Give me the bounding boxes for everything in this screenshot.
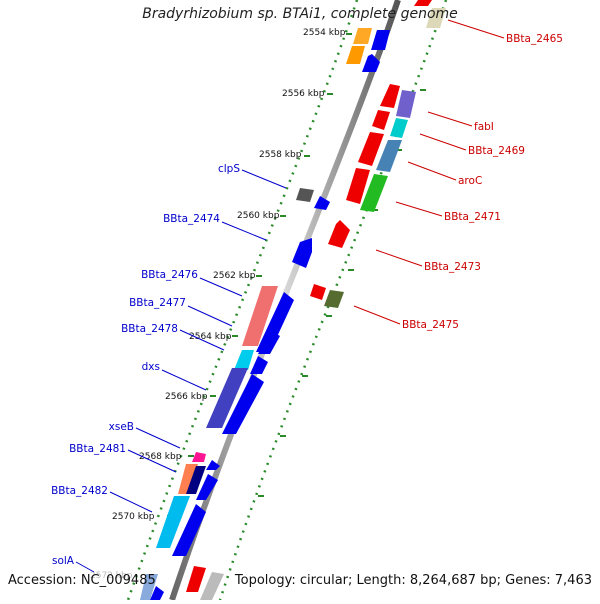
gene-label-BBta_2476[interactable]: BBta_2476 [141,269,198,281]
gene-label-clpS[interactable]: clpS [218,163,240,175]
right-leader-lines [353,19,505,325]
left-leader-lines [75,169,287,573]
kbp-label: 2572 kbp [90,571,133,581]
gene-arrow[interactable] [242,286,278,346]
gene-label-aroC[interactable]: aroC [458,175,482,187]
gene-label-BBta_2471[interactable]: BBta_2471 [444,211,501,223]
gene-arrow[interactable] [324,290,344,308]
gene-arrow[interactable] [396,90,416,118]
gene-label-dxs[interactable]: dxs [142,361,160,373]
gene-arrow[interactable] [362,54,380,72]
kbp-label: 2570 kbp [112,512,155,522]
gene-label-BBta_2481[interactable]: BBta_2481 [69,443,126,455]
gene-arrow[interactable] [186,566,206,592]
gene-arrow[interactable] [296,188,314,202]
left-dotted-guide [126,0,359,601]
leader-line [427,111,473,127]
gene-label-fabI[interactable]: fabI [474,121,494,133]
leader-line [187,305,233,327]
gene-arrow[interactable] [358,132,384,166]
left-gene-labels: clpS BBta_2474 BBta_2476 BBta_2477 BBta_… [51,163,240,567]
gene-arrow[interactable] [346,46,365,64]
gene-arrow[interactable] [414,0,432,6]
right-gene-labels: BBta_2465 fabI BBta_2469 aroC BBta_2471 … [402,33,563,331]
kbp-label: 2554 kbp [303,28,346,38]
gene-arrow[interactable] [206,460,220,470]
kbp-label: 2564 kbp [189,332,232,342]
gene-arrow[interactable] [360,174,388,212]
right-strand-genes [186,0,446,600]
gene-label-solA[interactable]: solA [52,555,75,567]
gene-arrow[interactable] [206,368,248,428]
gene-arrow[interactable] [250,356,268,374]
gene-arrow[interactable] [196,474,218,500]
gene-arrow[interactable] [390,118,408,138]
leader-line [199,277,243,297]
leader-line [375,249,423,267]
left-strand-genes [140,28,390,600]
genome-backbone [169,0,401,601]
gene-label-BBta_2474[interactable]: BBta_2474 [163,213,220,225]
leader-line [109,491,153,513]
leader-line [221,221,267,241]
gene-arrow[interactable] [328,220,350,248]
leader-line [127,449,177,473]
leader-line [75,561,95,573]
genome-title: Bradyrhizobium sp. BTAi1, complete genom… [142,6,458,22]
gene-label-BBta_2473[interactable]: BBta_2473 [424,261,481,273]
kbp-label: 2558 kbp [259,150,302,160]
leader-line [241,169,287,189]
kbp-label: 2568 kbp [139,452,182,462]
gene-arrow[interactable] [186,466,206,494]
gene-arrow[interactable] [156,496,190,548]
kbp-label: 2556 kbp [282,89,325,99]
kbp-label: 2560 kbp [237,211,280,221]
genome-info-text: Topology: circular; Length: 8,264,687 bp… [234,573,592,588]
gene-arrow[interactable] [178,464,198,494]
kbp-label: 2566 kbp [165,392,208,402]
leader-line [395,201,443,217]
gene-label-xseB[interactable]: xseB [109,421,134,433]
gene-arrow[interactable] [310,284,326,300]
gene-arrow[interactable] [256,292,294,352]
gene-arrow[interactable] [192,452,206,462]
gene-label-BBta_2475[interactable]: BBta_2475 [402,319,459,331]
leader-line [447,19,505,39]
gene-arrow[interactable] [172,504,206,556]
leader-line [135,427,181,449]
gene-arrow[interactable] [376,140,402,172]
gene-arrow[interactable] [353,28,372,44]
gene-label-BBta_2469[interactable]: BBta_2469 [468,145,525,157]
gene-arrow[interactable] [314,196,330,210]
gene-label-BBta_2478[interactable]: BBta_2478 [121,323,178,335]
gene-arrow[interactable] [222,374,264,434]
gene-arrow[interactable] [292,238,312,268]
gene-arrow[interactable] [234,350,254,370]
leader-line [419,133,467,151]
gene-arrow[interactable] [150,586,164,600]
gene-arrow[interactable] [380,84,400,108]
gene-arrow[interactable] [372,110,390,130]
leader-line [161,369,207,391]
leader-line [407,161,457,181]
gene-arrow[interactable] [346,168,370,204]
leader-line [353,305,401,325]
leader-line [179,329,225,351]
gene-label-BBta_2477[interactable]: BBta_2477 [129,297,186,309]
gene-label-BBta_2465[interactable]: BBta_2465 [506,33,563,45]
accession-text: Accession: NC_009485 [8,573,156,588]
kbp-label: 2562 kbp [213,271,256,281]
kbp-labels: 2554 kbp 2556 kbp 2558 kbp 2560 kbp 2562… [90,28,346,581]
gene-arrow[interactable] [258,330,280,354]
gene-arrow[interactable] [426,8,446,28]
gene-arrow[interactable] [140,574,158,600]
gene-label-BBta_2482[interactable]: BBta_2482 [51,485,108,497]
gene-arrow[interactable] [200,572,224,600]
gene-arrow[interactable] [371,30,390,50]
